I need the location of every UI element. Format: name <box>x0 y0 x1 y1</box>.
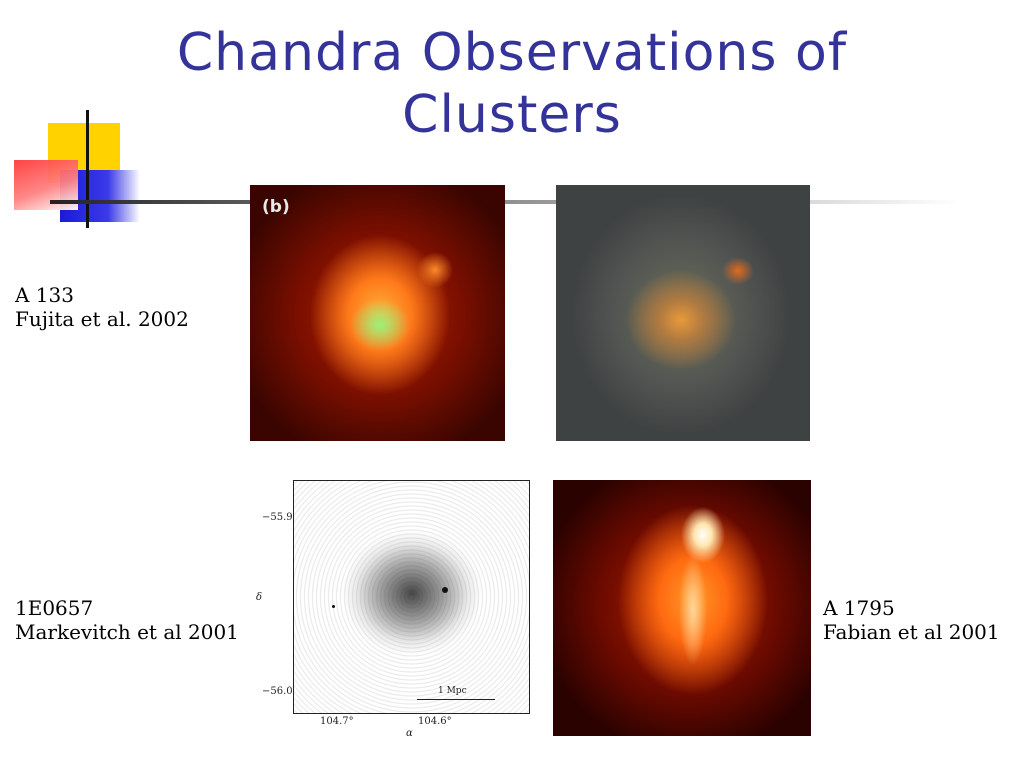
ra-tick-right: 104.6° <box>418 716 452 727</box>
ra-tick-left: 104.7° <box>320 716 354 727</box>
caption-a1795: A 1795 Fabian et al 2001 <box>823 596 1000 644</box>
panel-label: (b) <box>262 197 290 217</box>
caption-1e0657-name: 1E0657 <box>15 596 94 620</box>
a133-xray-image: (b) <box>250 185 505 441</box>
scale-bar <box>417 699 495 700</box>
caption-a133-ref: Fujita et al. 2002 <box>15 307 189 331</box>
a1795-xray-image <box>553 480 811 736</box>
bright-point <box>442 587 448 593</box>
caption-a1795-ref: Fabian et al 2001 <box>823 620 1000 644</box>
a133-composite-image <box>556 185 810 441</box>
dec-axis-symbol: δ <box>256 592 263 603</box>
horizontal-rule <box>50 200 960 204</box>
caption-a133-name: A 133 <box>15 283 74 307</box>
1e0657-count-map: 1 Mpc <box>293 480 530 714</box>
caption-1e0657-ref: Markevitch et al 2001 <box>15 620 239 644</box>
caption-a133: A 133 Fujita et al. 2002 <box>15 283 189 331</box>
slide-title: Chandra Observations of Clusters <box>0 22 1024 146</box>
title-line-1: Chandra Observations of <box>176 23 848 83</box>
caption-a1795-name: A 1795 <box>823 596 895 620</box>
dec-tick-bottom: −56.0° <box>262 686 298 697</box>
point-source <box>332 605 335 608</box>
caption-1e0657: 1E0657 Markevitch et al 2001 <box>15 596 239 644</box>
ra-axis-symbol: α <box>406 728 413 739</box>
vertical-rule <box>86 110 89 228</box>
dec-tick-top: −55.9° <box>262 512 298 523</box>
title-line-2: Clusters <box>402 85 622 145</box>
scale-label: 1 Mpc <box>438 686 467 696</box>
